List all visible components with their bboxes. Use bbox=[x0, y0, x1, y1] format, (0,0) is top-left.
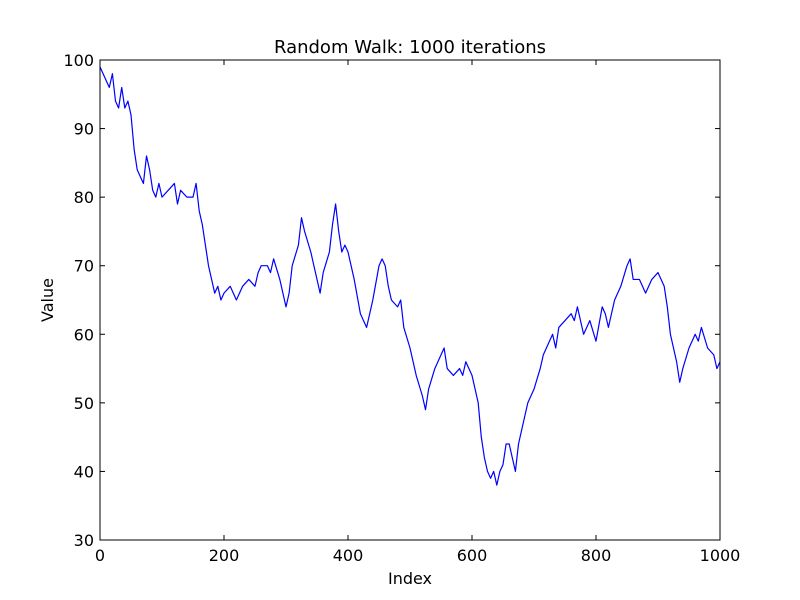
y-tick-label: 80 bbox=[74, 188, 94, 207]
y-tick-label: 40 bbox=[74, 462, 94, 481]
x-tick-label: 800 bbox=[581, 546, 612, 565]
plot-frame bbox=[99, 59, 721, 541]
y-tick-label: 100 bbox=[63, 51, 94, 70]
x-tick-label: 0 bbox=[95, 546, 105, 565]
y-tick-label: 60 bbox=[74, 325, 94, 344]
y-tick-label: 30 bbox=[74, 531, 94, 550]
series-line bbox=[99, 66, 721, 486]
y-axis-label: Value bbox=[38, 278, 57, 322]
x-axis-label: Index bbox=[388, 569, 432, 588]
x-tick-label: 400 bbox=[333, 546, 364, 565]
chart-title: Random Walk: 1000 iterations bbox=[274, 37, 546, 58]
y-tick-label: 90 bbox=[74, 120, 94, 139]
x-tick-label: 1000 bbox=[700, 546, 741, 565]
y-tick-label: 50 bbox=[74, 394, 94, 413]
x-tick-label: 200 bbox=[209, 546, 240, 565]
y-tick-label: 70 bbox=[74, 257, 94, 276]
x-tick-label: 600 bbox=[457, 546, 488, 565]
